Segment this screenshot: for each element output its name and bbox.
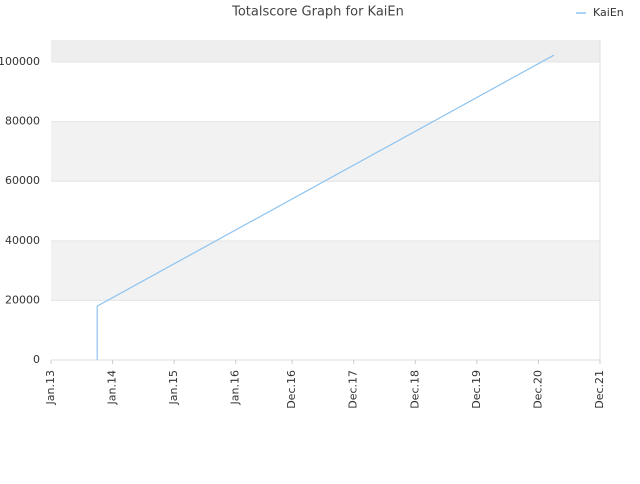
x-tick-label: Dec.21 xyxy=(593,370,606,409)
y-tick-label: 60000 xyxy=(5,174,40,187)
y-tick-label: 20000 xyxy=(5,293,40,306)
grid-band xyxy=(51,62,600,122)
x-tick-label: Jan.15 xyxy=(167,370,180,405)
y-tick-label: 100000 xyxy=(0,55,40,68)
x-tick-label: Dec.20 xyxy=(531,370,544,409)
x-tick-label: Dec.19 xyxy=(470,370,483,409)
grid-band xyxy=(51,300,600,360)
y-tick-label: 80000 xyxy=(5,115,40,128)
grid-band xyxy=(51,40,600,63)
x-tick-label: Jan.13 xyxy=(44,370,57,405)
x-tick-label: Dec.16 xyxy=(285,370,298,409)
legend-label: KaiEn xyxy=(593,6,624,19)
grid-band xyxy=(51,181,600,241)
x-tick-label: Jan.16 xyxy=(229,370,242,405)
x-tick-label: Dec.17 xyxy=(347,370,360,409)
x-tick-label: Jan.14 xyxy=(106,370,119,405)
y-tick-label: 40000 xyxy=(5,234,40,247)
y-tick-label: 0 xyxy=(33,353,40,366)
data-line xyxy=(96,54,555,360)
x-tick-label: Dec.18 xyxy=(408,370,421,409)
chart-title: Totalscore Graph for KaiEn xyxy=(231,5,404,20)
grid-band xyxy=(51,240,600,301)
grid-band xyxy=(51,121,600,182)
